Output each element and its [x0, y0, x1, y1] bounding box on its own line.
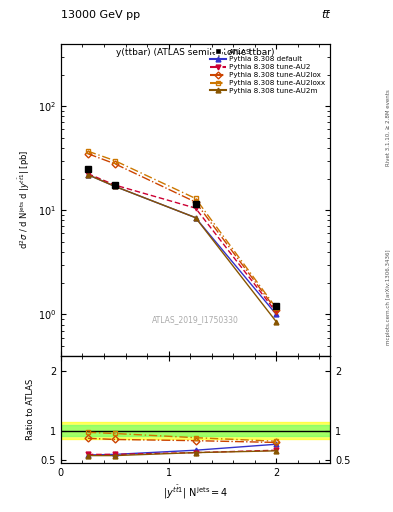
Legend: ATLAS, Pythia 8.308 default, Pythia 8.308 tune-AU2, Pythia 8.308 tune-AU2lox, Py: ATLAS, Pythia 8.308 default, Pythia 8.30…: [209, 47, 327, 95]
Text: y(ttbar) (ATLAS semileptonic ttbar): y(ttbar) (ATLAS semileptonic ttbar): [116, 48, 275, 57]
Text: mcplots.cern.ch [arXiv:1306.3436]: mcplots.cern.ch [arXiv:1306.3436]: [386, 249, 391, 345]
X-axis label: $|y^{t\bar{t}1}|\ \rm N^{jets} = 4$: $|y^{t\bar{t}1}|\ \rm N^{jets} = 4$: [163, 484, 228, 501]
Bar: [61, 424, 330, 436]
Text: ATLAS_2019_I1750330: ATLAS_2019_I1750330: [152, 315, 239, 325]
Y-axis label: d$^2\sigma$ / d N$^{\rm jets}$ d $|y^{t\bar{t}1}|$ [pb]: d$^2\sigma$ / d N$^{\rm jets}$ d $|y^{t\…: [17, 150, 32, 249]
Y-axis label: Ratio to ATLAS: Ratio to ATLAS: [26, 379, 35, 440]
Bar: [61, 421, 330, 439]
Text: Rivet 3.1.10, ≥ 2.8M events: Rivet 3.1.10, ≥ 2.8M events: [386, 90, 391, 166]
Text: 13000 GeV pp: 13000 GeV pp: [61, 10, 140, 20]
Text: tt̅: tt̅: [321, 10, 330, 20]
